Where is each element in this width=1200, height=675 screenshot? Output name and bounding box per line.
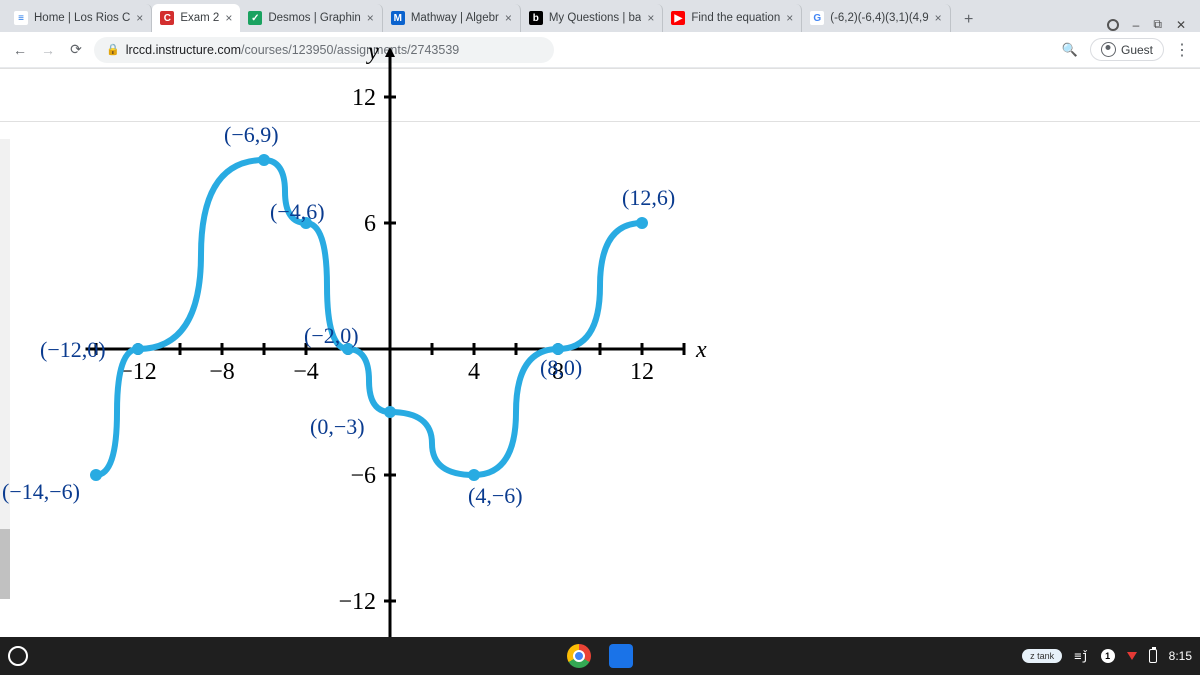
- url-text: lrccd.instructure.com/courses/123950/ass…: [126, 43, 460, 57]
- svg-text:y: y: [366, 39, 379, 65]
- back-button[interactable]: ←: [10, 40, 30, 60]
- files-app-icon[interactable]: [609, 644, 633, 668]
- forward-button[interactable]: →: [38, 40, 58, 60]
- tab-favicon: ≡: [14, 11, 28, 25]
- svg-text:−12: −12: [338, 589, 376, 615]
- svg-text:(−14,−6): (−14,−6): [2, 479, 80, 504]
- function-graph: −12−8−44812126−6−12xy(−14,−6)(−12,0)(−6,…: [60, 149, 680, 574]
- scrollbar-thumb[interactable]: [0, 529, 10, 599]
- tab-favicon: ✓: [248, 11, 262, 25]
- svg-text:(4,−6): (4,−6): [468, 483, 523, 508]
- tab-close-icon[interactable]: ×: [935, 11, 942, 25]
- svg-text:12: 12: [352, 85, 376, 111]
- tab-favicon: ▶: [671, 11, 685, 25]
- browser-tab[interactable]: b My Questions | ba ×: [521, 4, 664, 32]
- status-alert-icon[interactable]: [1127, 652, 1137, 660]
- zoom-icon[interactable]: 🔍: [1060, 40, 1080, 60]
- browser-tab[interactable]: ✓ Desmos | Graphin ×: [240, 4, 382, 32]
- tab-title: (-6,2)(-6,4)(3,1)(4,9: [830, 12, 928, 24]
- tab-title: My Questions | ba: [549, 12, 641, 24]
- ime-icon[interactable]: ≡ǰ: [1074, 649, 1088, 663]
- tab-close-icon[interactable]: ×: [367, 11, 374, 25]
- tab-title: Desmos | Graphin: [268, 12, 360, 24]
- kebab-menu-icon[interactable]: ⋮: [1174, 40, 1190, 60]
- svg-text:(8,0): (8,0): [540, 355, 582, 380]
- reload-button[interactable]: ⟳: [66, 40, 86, 60]
- browser-tab[interactable]: C Exam 2 ×: [152, 4, 240, 32]
- browser-tab[interactable]: ≡ Home | Los Rios C ×: [6, 4, 152, 32]
- tab-favicon: G: [810, 11, 824, 25]
- page-content: −12−8−44812126−6−12xy(−14,−6)(−12,0)(−6,…: [0, 68, 1200, 637]
- tab-title: Find the equation: [691, 12, 780, 24]
- svg-text:(−12,0): (−12,0): [40, 337, 106, 362]
- new-tab-button[interactable]: +: [957, 8, 981, 32]
- svg-text:(−4,6): (−4,6): [270, 199, 325, 224]
- launcher-button[interactable]: [8, 646, 28, 666]
- tab-close-icon[interactable]: ×: [786, 11, 793, 25]
- tab-close-icon[interactable]: ×: [136, 11, 143, 25]
- tab-favicon: b: [529, 11, 543, 25]
- window-controls: – ⧉ ✕: [1107, 17, 1200, 32]
- tab-close-icon[interactable]: ×: [505, 11, 512, 25]
- svg-text:4: 4: [468, 359, 480, 385]
- close-window-icon[interactable]: ✕: [1176, 18, 1186, 32]
- svg-text:−8: −8: [209, 359, 235, 385]
- minimize-icon[interactable]: –: [1133, 18, 1140, 32]
- tab-close-icon[interactable]: ×: [647, 11, 654, 25]
- address-bar[interactable]: 🔒 lrccd.instructure.com/courses/123950/a…: [94, 37, 554, 63]
- weather-chip[interactable]: z tank: [1022, 649, 1062, 663]
- lock-icon: 🔒: [106, 43, 120, 56]
- tab-favicon: C: [160, 11, 174, 25]
- clock[interactable]: 8:15: [1169, 649, 1192, 663]
- browser-tabstrip: ≡ Home | Los Rios C × C Exam 2 × ✓ Desmos | Gra…: [0, 0, 1200, 32]
- svg-text:(12,6): (12,6): [622, 185, 675, 210]
- content-divider: [0, 121, 1200, 122]
- browser-tab[interactable]: ▶ Find the equation ×: [663, 4, 802, 32]
- svg-text:(−6,9): (−6,9): [224, 122, 279, 147]
- os-shelf: z tank ≡ǰ 1 8:15: [0, 637, 1200, 675]
- browser-tab[interactable]: G (-6,2)(-6,4)(3,1)(4,9 ×: [802, 4, 950, 32]
- browser-toolbar: ← → ⟳ 🔒 lrccd.instructure.com/courses/12…: [0, 32, 1200, 68]
- battery-icon[interactable]: [1149, 649, 1157, 663]
- tab-favicon: M: [391, 11, 405, 25]
- notification-badge[interactable]: 1: [1101, 649, 1115, 663]
- svg-text:6: 6: [364, 211, 376, 237]
- stop-icon[interactable]: [1107, 19, 1119, 31]
- svg-text:(0,−3): (0,−3): [310, 414, 365, 439]
- svg-text:(−2,0): (−2,0): [304, 323, 359, 348]
- tab-title: Home | Los Rios C: [34, 12, 130, 24]
- chrome-app-icon[interactable]: [567, 644, 591, 668]
- profile-chip[interactable]: Guest: [1090, 38, 1164, 61]
- profile-label: Guest: [1121, 43, 1153, 57]
- tab-title: Mathway | Algebr: [411, 12, 499, 24]
- shelf-pinned-apps: [567, 644, 633, 668]
- svg-text:−4: −4: [293, 359, 319, 385]
- browser-tab[interactable]: M Mathway | Algebr ×: [383, 4, 521, 32]
- maximize-icon[interactable]: ⧉: [1153, 17, 1162, 32]
- tab-close-icon[interactable]: ×: [225, 11, 232, 25]
- svg-text:12: 12: [630, 359, 654, 385]
- svg-text:x: x: [695, 337, 707, 363]
- avatar-icon: [1101, 42, 1116, 57]
- tab-title: Exam 2: [180, 12, 219, 24]
- svg-text:−6: −6: [350, 463, 376, 489]
